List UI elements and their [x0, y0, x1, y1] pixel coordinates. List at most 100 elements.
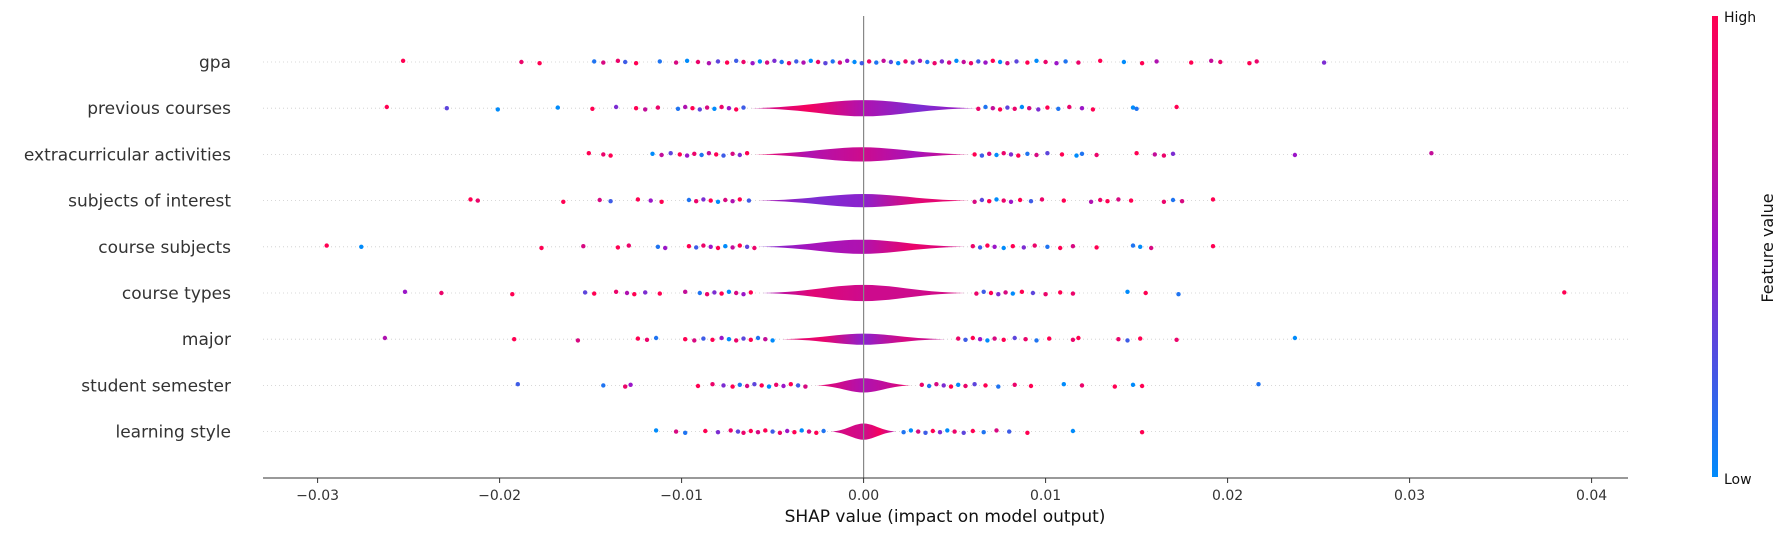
data-point	[759, 383, 764, 388]
data-point	[1174, 337, 1179, 342]
data-point	[694, 245, 699, 250]
data-point	[1043, 59, 1048, 65]
data-point	[704, 105, 710, 110]
data-point	[919, 382, 924, 387]
data-point	[734, 58, 739, 63]
data-point	[1045, 151, 1050, 156]
feature-row: subjects of interest	[68, 192, 1628, 212]
data-point	[692, 338, 697, 343]
data-point	[1034, 58, 1039, 63]
data-point	[1003, 290, 1008, 295]
data-point	[1139, 61, 1145, 66]
data-point	[985, 338, 990, 343]
data-point	[635, 197, 641, 202]
data-point	[1054, 61, 1059, 66]
data-point	[677, 152, 682, 157]
data-point	[1139, 430, 1145, 435]
data-point	[746, 198, 752, 203]
data-point	[324, 243, 329, 248]
data-point	[1143, 290, 1148, 296]
data-point	[744, 383, 750, 389]
data-point	[757, 59, 763, 64]
data-point	[1105, 199, 1110, 204]
data-point	[510, 292, 515, 297]
data-point	[779, 59, 784, 65]
x-tick-label: 0.01	[1030, 488, 1061, 504]
data-point	[719, 291, 724, 296]
data-point	[694, 199, 699, 204]
data-point	[1429, 151, 1434, 156]
data-point	[601, 152, 606, 157]
data-point	[930, 428, 935, 434]
data-point	[673, 60, 679, 65]
data-point	[1001, 245, 1006, 251]
data-point	[983, 383, 988, 388]
data-point	[979, 197, 985, 203]
data-point	[683, 104, 688, 110]
data-point	[1058, 245, 1063, 251]
data-point	[741, 59, 746, 65]
data-point	[1174, 104, 1179, 110]
data-point	[997, 107, 1003, 112]
data-point	[908, 428, 914, 433]
data-point	[601, 383, 606, 388]
data-point	[946, 60, 952, 65]
data-point	[657, 291, 662, 296]
feature-label: student semester	[81, 376, 231, 396]
data-point	[495, 107, 500, 112]
data-point	[997, 59, 1003, 65]
data-point	[1070, 337, 1076, 342]
data-point	[772, 58, 777, 63]
data-point	[737, 243, 742, 248]
data-point	[981, 430, 986, 435]
data-point	[750, 61, 755, 66]
x-tick-label: −0.01	[660, 488, 703, 504]
data-point	[1138, 336, 1143, 341]
data-point	[1036, 107, 1041, 112]
data-point	[648, 198, 653, 203]
data-point	[1094, 152, 1099, 158]
data-point	[806, 429, 812, 434]
data-point	[803, 384, 808, 389]
feature-rows: gpa previous courses extracurricular activ…	[24, 53, 1628, 443]
data-point	[1019, 104, 1025, 110]
data-point	[555, 105, 560, 110]
x-tick-label: 0.00	[848, 488, 879, 504]
feature-label: course types	[122, 284, 231, 304]
data-point	[1176, 292, 1181, 297]
data-point	[1130, 382, 1136, 387]
data-point	[748, 428, 753, 434]
feature-row: previous courses	[87, 99, 1628, 119]
data-point	[675, 106, 681, 112]
data-point	[659, 152, 664, 158]
data-point	[1034, 152, 1039, 158]
data-point	[1170, 151, 1176, 156]
data-point	[686, 197, 692, 203]
data-point	[996, 292, 1001, 297]
data-point	[948, 384, 954, 389]
data-point	[1028, 383, 1034, 389]
data-point	[792, 430, 797, 435]
data-point	[815, 59, 821, 65]
data-point	[704, 292, 710, 297]
colorbar-high-label: High	[1724, 10, 1756, 26]
data-point	[979, 153, 985, 158]
data-point	[1210, 197, 1216, 202]
data-point	[561, 199, 566, 204]
x-axis-ticks: −0.03 −0.02 −0.01 0.00 0.01 0.02 0.03 0.04	[296, 478, 1607, 504]
data-point	[788, 382, 793, 387]
data-point	[961, 59, 966, 65]
data-point	[972, 382, 977, 387]
data-point	[741, 430, 746, 435]
data-point	[590, 106, 595, 112]
data-point	[763, 428, 768, 433]
data-point	[586, 151, 591, 156]
data-point	[932, 61, 937, 66]
data-point	[710, 337, 715, 342]
x-tick-label: 0.04	[1576, 488, 1607, 504]
data-point	[712, 290, 717, 295]
data-point	[916, 429, 921, 434]
data-point	[1025, 60, 1030, 65]
data-point	[1043, 292, 1048, 297]
data-point	[917, 58, 923, 63]
